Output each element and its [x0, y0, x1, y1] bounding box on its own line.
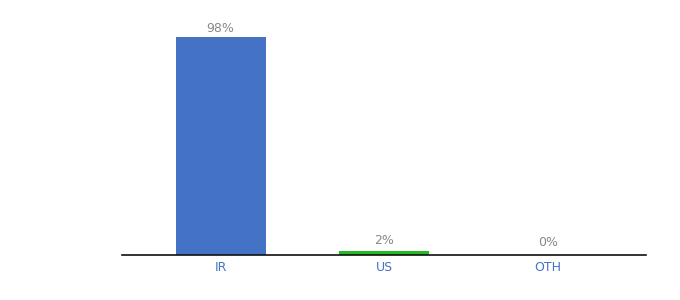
Text: 0%: 0%: [538, 236, 558, 249]
Bar: [175, 37, 266, 255]
Text: 98%: 98%: [207, 22, 235, 35]
Text: 2%: 2%: [374, 234, 394, 247]
Bar: [339, 250, 429, 255]
